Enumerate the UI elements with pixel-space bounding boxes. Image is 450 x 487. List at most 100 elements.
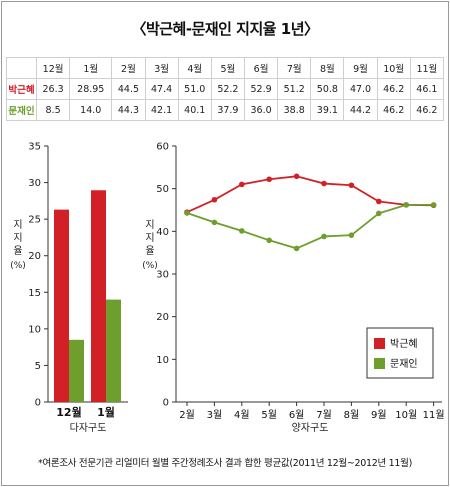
y-tick-label: 35	[28, 142, 41, 153]
data-point-moon	[239, 228, 245, 234]
table-cell: 44.2	[343, 99, 378, 121]
data-point-moon	[430, 202, 437, 208]
table-month-header: 9월	[343, 57, 378, 79]
y-axis-label-unit: (%)	[142, 261, 158, 271]
x-tick-label: 4월	[234, 409, 250, 421]
table-cell: 40.1	[177, 99, 212, 121]
series-line-park	[186, 175, 434, 213]
table-cell: 8.5	[35, 99, 71, 121]
table-cell: 46.2	[409, 99, 445, 121]
bar-park	[54, 209, 69, 402]
table-cell: 44.5	[111, 78, 146, 100]
table-month-header: 8월	[310, 57, 345, 79]
y-tick-label: 50	[156, 184, 169, 195]
x-tick-label: 7월	[316, 409, 332, 421]
y-tick-label: 20	[156, 312, 169, 323]
data-point-moon	[266, 237, 272, 244]
data-point-park	[239, 181, 245, 188]
table-cell: 36.0	[243, 99, 279, 121]
row-label-park: 박근혜	[6, 78, 37, 100]
y-tick-label: 30	[28, 178, 41, 189]
row-label-moon: 문재인	[6, 99, 37, 121]
y-axis-label-char: 율	[13, 245, 22, 257]
data-table: 12월 1월 2월 3월 4월 5월 6월 7월 8월 9월 10월 11월 박근혜 26.3 28.95…	[6, 57, 445, 121]
table-header-row: 12월 1월 2월 3월 4월 5월 6월 7월 8월 9월 10월 11월	[6, 57, 445, 79]
y-tick-label: 15	[28, 288, 41, 299]
data-point-park	[293, 173, 300, 180]
y-tick-label: 10	[28, 324, 41, 335]
y-tick-label: 0	[35, 398, 41, 409]
data-point-moon	[348, 232, 355, 238]
legend-box	[366, 327, 434, 379]
table-cell: 26.3	[35, 78, 71, 100]
table-month-header: 11월	[409, 57, 445, 79]
y-axis-label-char: 지	[13, 232, 22, 244]
table-month-header: 4월	[177, 57, 212, 79]
table-cell: 46.1	[409, 78, 445, 100]
data-point-park	[321, 180, 327, 187]
legend-swatch-park	[374, 338, 385, 349]
table-cell: 52.9	[243, 78, 279, 100]
data-point-moon	[321, 233, 327, 240]
table-month-header: 7월	[277, 57, 312, 79]
table-cell: 52.2	[210, 78, 245, 100]
data-point-moon	[293, 245, 300, 252]
y-axis-label-char: 지	[145, 232, 154, 244]
data-point-park	[348, 182, 355, 189]
table-row-park: 박근혜 26.3 28.95 44.5 47.4 51.0 52.2 52.9 51.2 50.8…	[6, 78, 445, 100]
data-point-moon	[376, 210, 382, 217]
x-axis-label: 다자구도	[70, 422, 107, 434]
x-tick-label: 11월	[423, 409, 445, 421]
table-cell: 42.1	[144, 99, 179, 121]
table-month-header: 2월	[111, 57, 146, 79]
table-cell: 51.0	[177, 78, 212, 100]
legend-label-moon: 문재인	[390, 358, 418, 370]
table-month-header: 12월	[35, 57, 71, 79]
bar-moon	[106, 299, 121, 402]
x-tick-label: 10월	[395, 409, 417, 421]
y-tick-label: 40	[156, 227, 169, 238]
y-tick-label: 0	[163, 398, 169, 409]
y-axis-label-char: 지	[13, 219, 22, 231]
x-tick-label: 3월	[207, 409, 223, 421]
table-row-moon: 문재인 8.5 14.0 44.3 42.1 40.1 37.9 36.0 38.8 39.1 44…	[6, 99, 445, 121]
y-axis-label-char: 지	[145, 219, 154, 231]
data-point-park	[376, 198, 382, 205]
y-axis-label-unit: (%)	[10, 261, 26, 271]
table-cell: 39.1	[310, 99, 345, 121]
data-point-moon	[403, 202, 410, 208]
table-corner-cell	[6, 57, 37, 79]
data-point-moon	[211, 219, 218, 226]
table-cell: 46.2	[376, 99, 411, 121]
series-line-moon	[186, 203, 434, 250]
table-month-header: 10월	[376, 57, 411, 79]
y-axis-label-char: 율	[145, 245, 154, 257]
y-tick-label: 60	[156, 142, 169, 153]
table-cell: 14.0	[69, 99, 113, 121]
bar-chart: 0 5 10 15 20 25 30 35 12월 1월 지지율 (%) 다자구도	[10, 142, 128, 434]
x-axis-label: 양자구도	[292, 422, 329, 434]
table-month-header: 3월	[144, 57, 179, 79]
table-month-header: 5월	[210, 57, 245, 79]
legend-swatch-moon	[374, 358, 385, 369]
data-point-park	[266, 176, 272, 183]
data-point-moon	[184, 210, 190, 216]
y-tick-label: 20	[28, 251, 41, 262]
x-tick-label: 12월	[56, 405, 81, 419]
y-tick-label: 5	[35, 361, 41, 372]
x-tick-label: 5월	[261, 409, 277, 421]
table-cell: 50.8	[310, 78, 345, 100]
table-cell: 44.3	[111, 99, 146, 121]
chart-title: 〈박근혜-문재인 지지율 1년〉	[131, 20, 319, 38]
x-tick-label: 2월	[179, 409, 195, 421]
footnote: *여론조사 전문기관 리얼미터 월별 주간정례조사 결과 합한 평균값(2011…	[38, 458, 412, 469]
y-tick-label: 30	[156, 270, 169, 281]
line-chart: 0 10 20 30 40 50 60 2월 3월 4월 5월 6월 7월 8월 9월 10월 11월 지지율 (%…	[142, 142, 445, 435]
table-cell: 38.8	[277, 99, 312, 121]
x-tick-label: 1월	[97, 405, 115, 419]
table-cell: 28.95	[69, 78, 113, 100]
data-point-park	[211, 196, 218, 203]
y-tick-label: 25	[28, 215, 41, 226]
table-cell: 46.2	[376, 78, 411, 100]
